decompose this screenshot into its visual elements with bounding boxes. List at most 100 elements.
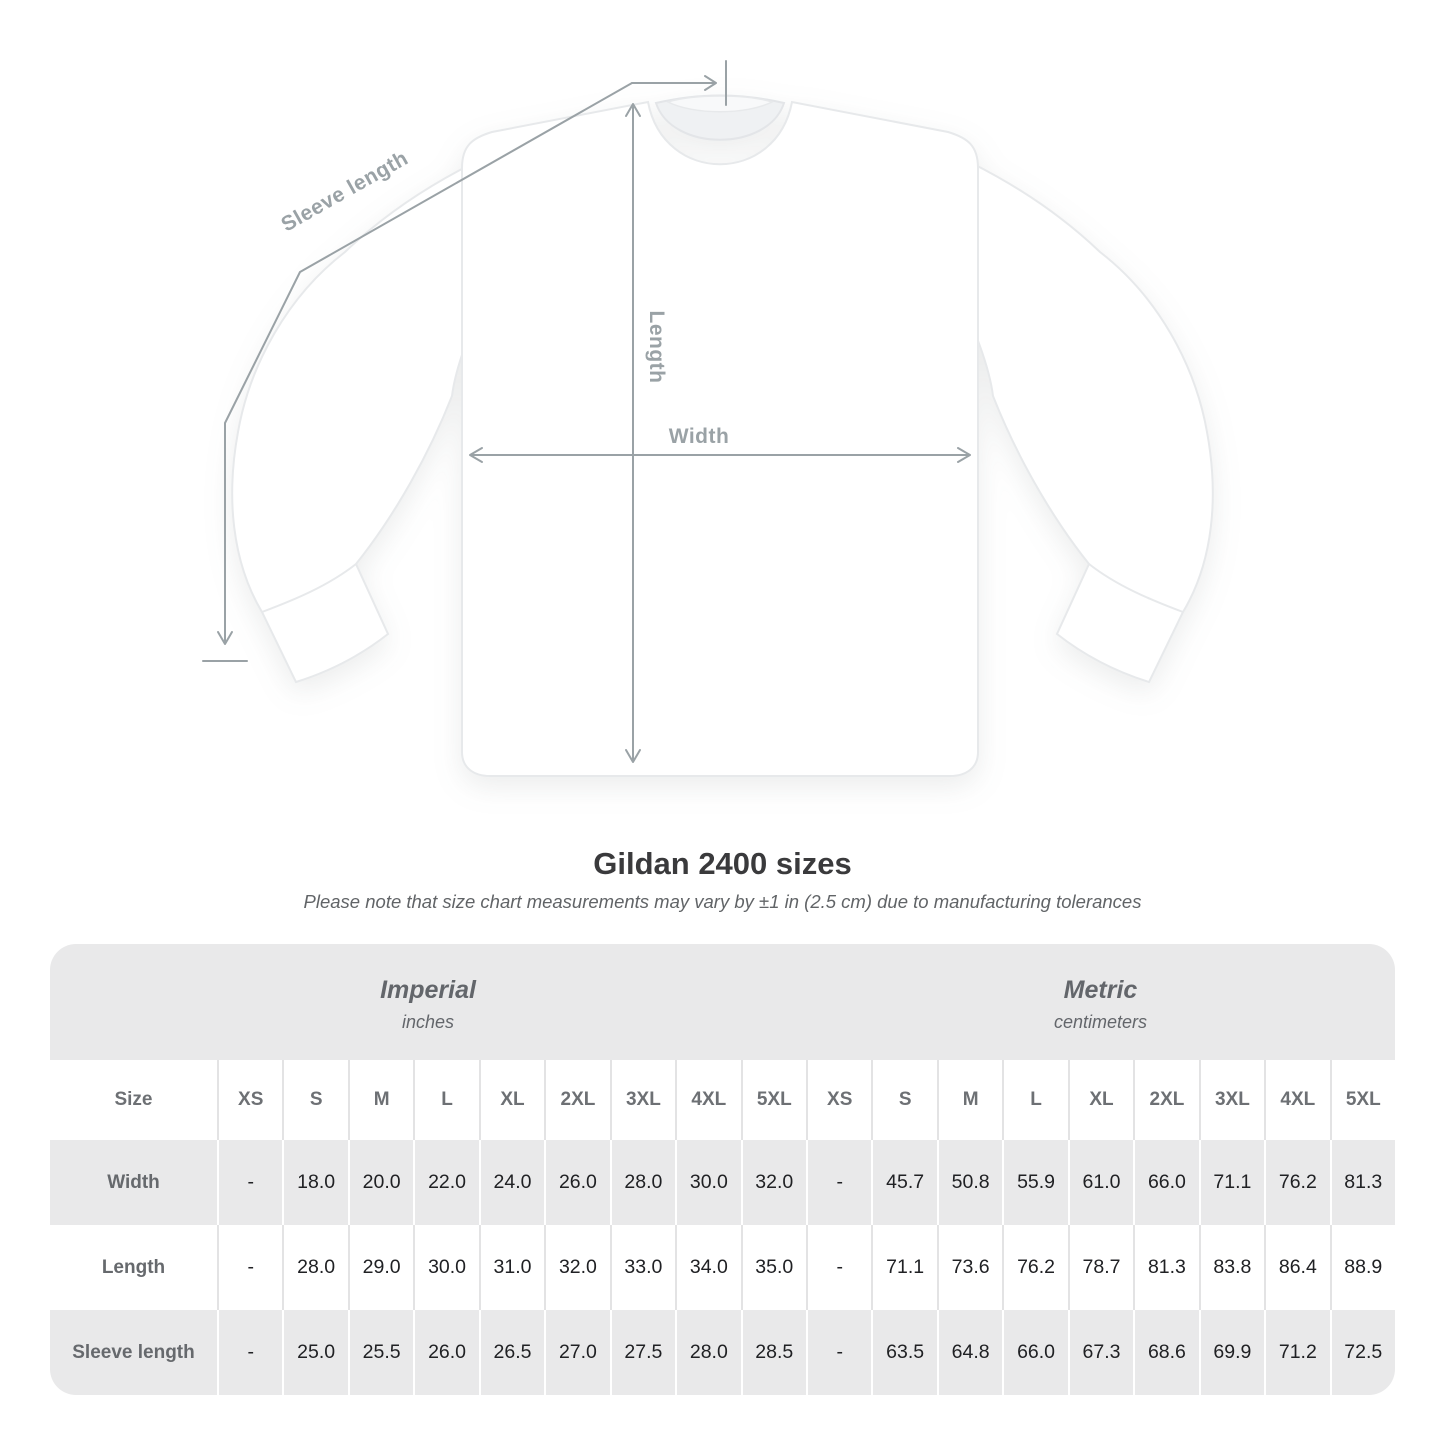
table-cell: 71.2	[1264, 1310, 1329, 1395]
table-cell: 71.1	[1198, 1140, 1264, 1225]
table-cell: -	[805, 1310, 871, 1395]
metric-group-header: Metric centimeters	[806, 944, 1395, 1060]
size-col-header: 4XL	[675, 1060, 740, 1140]
table-cell: 30.0	[675, 1140, 740, 1225]
tolerance-note: Please note that size chart measurements…	[303, 891, 1142, 912]
size-table: Imperial inches Metric centimeters Size …	[50, 944, 1395, 1395]
table-cell: 76.2	[1002, 1225, 1067, 1310]
size-col-header: 5XL	[1329, 1060, 1395, 1140]
table-cell: 32.0	[544, 1225, 609, 1310]
row-label: Width	[107, 1171, 160, 1193]
table-cell: 69.9	[1198, 1310, 1264, 1395]
table-cell: 45.7	[871, 1140, 936, 1225]
unit-band: Imperial inches Metric centimeters	[50, 944, 1395, 1060]
table-cell: 18.0	[282, 1140, 347, 1225]
table-cell: 34.0	[675, 1225, 740, 1310]
length-row: Length - 28.0 29.0 30.0 31.0 32.0 33.0 3…	[50, 1225, 1395, 1310]
size-col-header: XL	[478, 1060, 544, 1140]
table-cell: 33.0	[609, 1225, 675, 1310]
table-cell: 63.5	[871, 1310, 936, 1395]
table-cell: 31.0	[478, 1225, 544, 1310]
table-cell: 64.8	[936, 1310, 1002, 1395]
table-cell: -	[805, 1225, 871, 1310]
sleeve-length-row: Sleeve length - 25.0 25.5 26.0 26.5 27.0…	[50, 1310, 1395, 1395]
table-cell: 61.0	[1067, 1140, 1133, 1225]
metric-label: Metric	[1063, 975, 1138, 1004]
table-cell: 88.9	[1329, 1225, 1395, 1310]
table-cell: 76.2	[1264, 1140, 1329, 1225]
table-cell: 67.3	[1067, 1310, 1133, 1395]
table-cell: 78.7	[1067, 1225, 1133, 1310]
table-cell: 20.0	[347, 1140, 413, 1225]
table-cell: 28.0	[282, 1225, 347, 1310]
table-cell: 81.3	[1329, 1140, 1395, 1225]
table-cell: 28.5	[740, 1310, 806, 1395]
length-label: Length	[645, 310, 668, 384]
size-col-header: XL	[1067, 1060, 1133, 1140]
size-col-header: XS	[805, 1060, 871, 1140]
table-cell: 28.0	[609, 1140, 675, 1225]
table-cell: 73.6	[936, 1225, 1002, 1310]
shirt-diagram-svg	[202, 60, 1214, 777]
size-col-header: M	[936, 1060, 1002, 1140]
size-col-header: 4XL	[1264, 1060, 1329, 1140]
shirt-measurement-diagram: Sleeve length Length Width	[202, 60, 1214, 777]
width-arrow	[469, 447, 971, 463]
size-col-header: 3XL	[1198, 1060, 1264, 1140]
table-cell: 30.0	[413, 1225, 478, 1310]
table-cell: -	[217, 1140, 282, 1225]
page-title: Gildan 2400 sizes	[593, 846, 852, 881]
length-arrow	[625, 103, 641, 763]
table-cell: 86.4	[1264, 1225, 1329, 1310]
size-col-header: 2XL	[544, 1060, 609, 1140]
table-cell: 72.5	[1329, 1310, 1395, 1395]
table-cell: 26.0	[544, 1140, 609, 1225]
size-col-header: 2XL	[1133, 1060, 1198, 1140]
size-col-header: 3XL	[609, 1060, 675, 1140]
table-cell: 24.0	[478, 1140, 544, 1225]
width-label: Width	[668, 425, 730, 448]
row-label: Sleeve length	[72, 1341, 195, 1363]
table-cell: 27.0	[544, 1310, 609, 1395]
imperial-group-header: Imperial inches	[50, 944, 806, 1060]
table-cell: 81.3	[1133, 1225, 1198, 1310]
table-cell: -	[217, 1310, 282, 1395]
table-cell: 66.0	[1002, 1310, 1067, 1395]
row-label: Length	[101, 1256, 166, 1278]
table-cell: 68.6	[1133, 1310, 1198, 1395]
width-row: Width - 18.0 20.0 22.0 24.0 26.0 28.0 30…	[50, 1140, 1395, 1225]
shirt-illustration	[231, 94, 1214, 777]
table-cell: -	[217, 1225, 282, 1310]
table-cell: 27.5	[609, 1310, 675, 1395]
shirt-body	[461, 100, 979, 777]
table-cell: 25.0	[282, 1310, 347, 1395]
size-col-header: XS	[217, 1060, 282, 1140]
table-cell: 66.0	[1133, 1140, 1198, 1225]
imperial-sublabel: inches	[401, 1011, 455, 1032]
table-cell: 29.0	[347, 1225, 413, 1310]
table-cell: 55.9	[1002, 1140, 1067, 1225]
table-cell: 26.0	[413, 1310, 478, 1395]
imperial-label: Imperial	[380, 975, 476, 1004]
heading-block: Gildan 2400 sizes Please note that size …	[0, 846, 1445, 914]
size-col-header: L	[1002, 1060, 1067, 1140]
table-cell: 35.0	[740, 1225, 806, 1310]
size-column-header: Size	[114, 1089, 153, 1110]
metric-sublabel: centimeters	[1053, 1011, 1148, 1032]
table-cell: 71.1	[871, 1225, 936, 1310]
table-cell: 22.0	[413, 1140, 478, 1225]
size-col-header: L	[413, 1060, 478, 1140]
size-col-header: 5XL	[740, 1060, 806, 1140]
table-cell: -	[805, 1140, 871, 1225]
table-cell: 25.5	[347, 1310, 413, 1395]
table-cell: 50.8	[936, 1140, 1002, 1225]
sleeve-length-arrow	[202, 60, 727, 662]
table-cell: 83.8	[1198, 1225, 1264, 1310]
shirt-back-collar	[665, 95, 775, 113]
table-cell: 32.0	[740, 1140, 806, 1225]
size-col-header: S	[871, 1060, 936, 1140]
table-cell: 28.0	[675, 1310, 740, 1395]
size-col-header: M	[347, 1060, 413, 1140]
size-header-row: Size XS S M L XL 2XL 3XL 4XL 5XL XS S M …	[50, 1060, 1395, 1140]
